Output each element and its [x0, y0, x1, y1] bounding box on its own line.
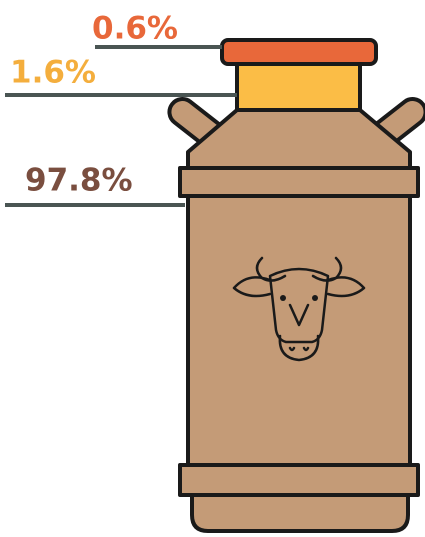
value-label: 1.6%: [10, 55, 96, 91]
bottom-band: [180, 465, 418, 495]
can-base: [192, 495, 408, 531]
value-label: 97.8%: [25, 163, 133, 199]
value-label: 0.6%: [92, 11, 178, 47]
can-body: [188, 110, 410, 465]
lid: [222, 40, 376, 64]
chart: 0.6% 1.6% 97.8%: [0, 0, 425, 537]
neck: [237, 64, 360, 110]
top-band: [180, 168, 418, 196]
